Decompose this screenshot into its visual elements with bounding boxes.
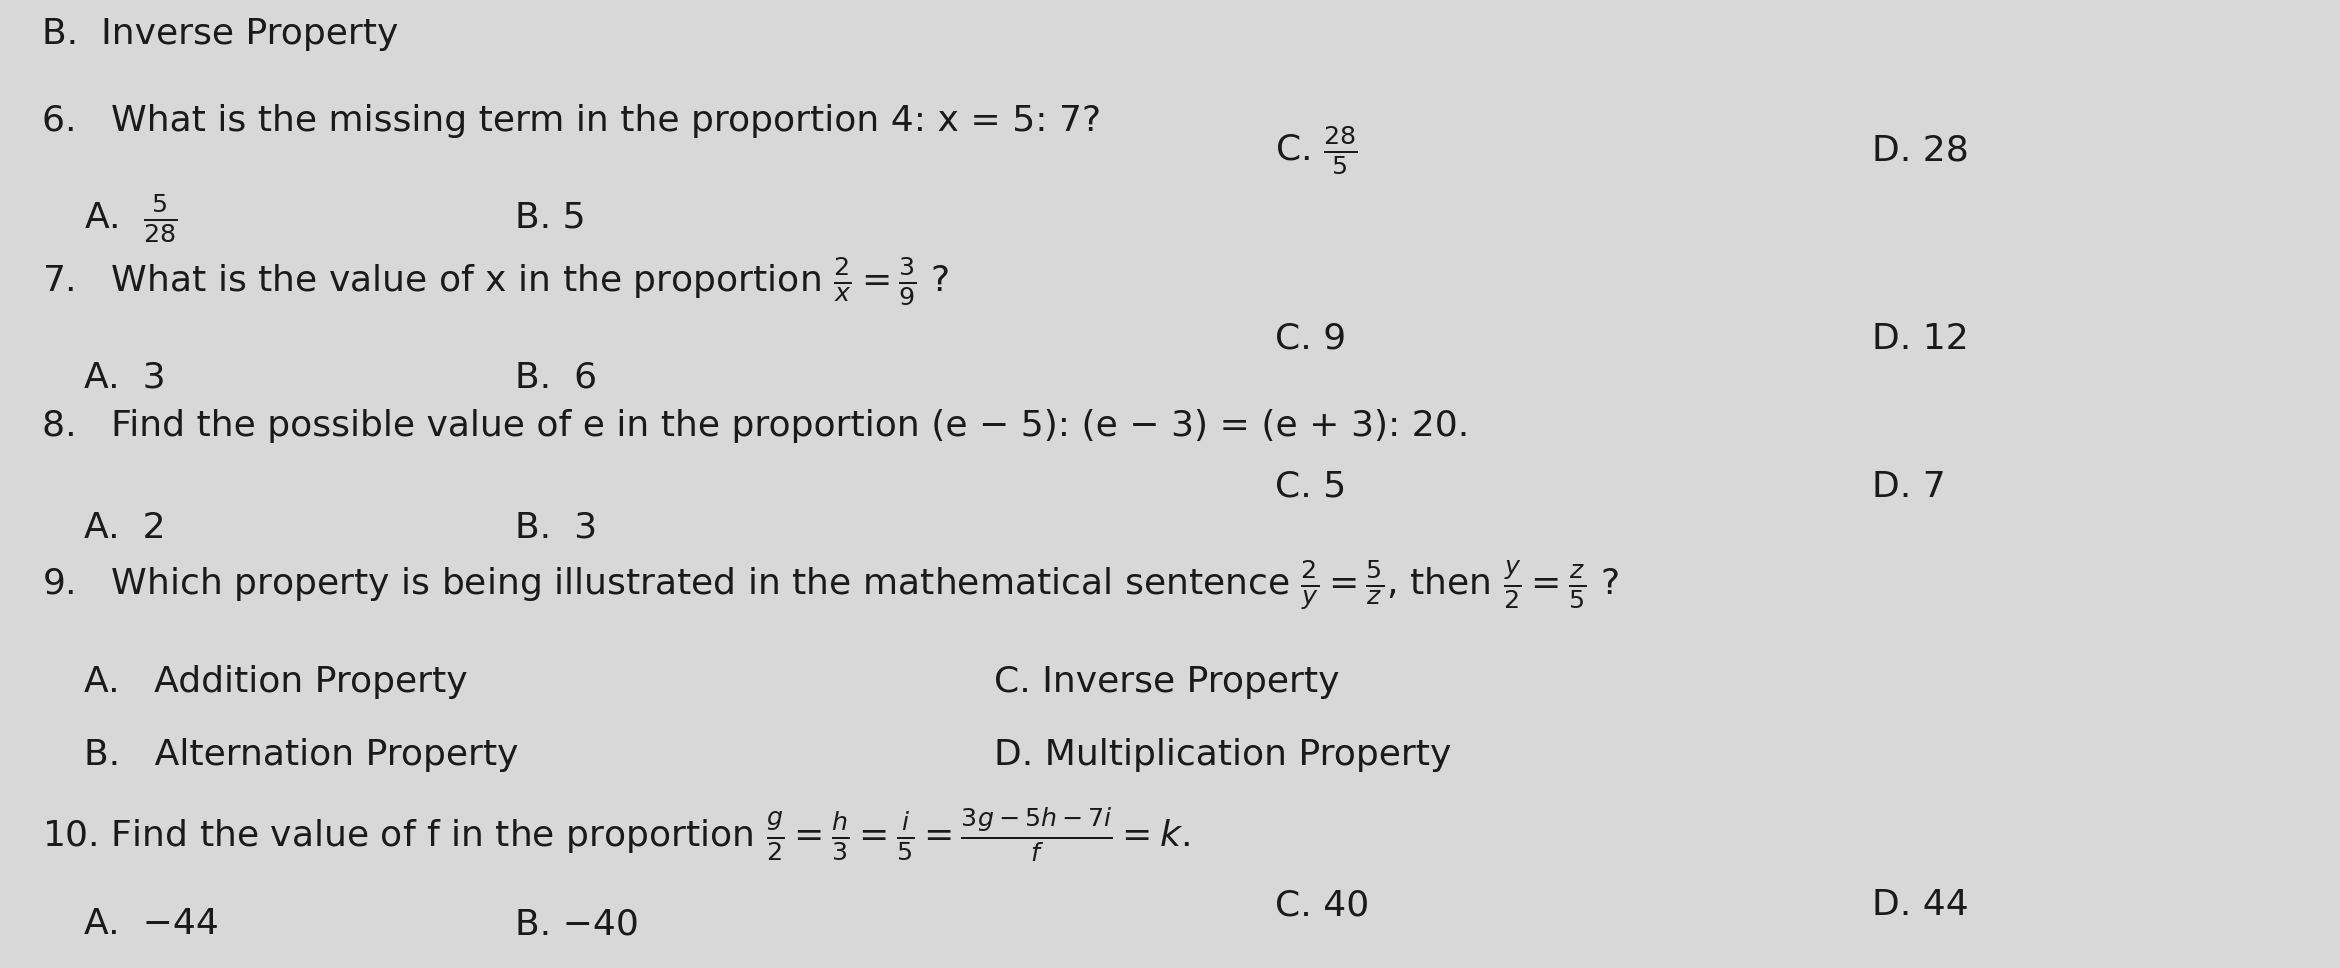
Text: B.  6: B. 6 xyxy=(515,360,597,395)
Text: 9.   Which property is being illustrated in the mathematical sentence $\frac{2}{: 9. Which property is being illustrated i… xyxy=(42,559,1619,613)
Text: A.  2: A. 2 xyxy=(84,510,166,545)
Text: D. Multiplication Property: D. Multiplication Property xyxy=(994,738,1451,772)
Text: 8.   Find the possible value of e in the proportion (e − 5): (e − 3) = (e + 3): : 8. Find the possible value of e in the p… xyxy=(42,408,1470,443)
Text: D. 12: D. 12 xyxy=(1872,321,1968,356)
Text: C. Inverse Property: C. Inverse Property xyxy=(994,665,1341,700)
Text: C. $\frac{28}{5}$: C. $\frac{28}{5}$ xyxy=(1275,124,1357,176)
Text: B. −40: B. −40 xyxy=(515,907,639,942)
Text: B.  3: B. 3 xyxy=(515,510,597,545)
Text: C. 5: C. 5 xyxy=(1275,469,1346,504)
Text: D. 28: D. 28 xyxy=(1872,133,1968,167)
Text: A.   Addition Property: A. Addition Property xyxy=(84,665,468,700)
Text: B.   Alternation Property: B. Alternation Property xyxy=(84,738,519,772)
Text: B. 5: B. 5 xyxy=(515,200,585,235)
Text: B.  Inverse Property: B. Inverse Property xyxy=(42,16,398,51)
Text: 7.   What is the value of x in the proportion $\frac{2}{x} = \frac{3}{9}$ ?: 7. What is the value of x in the proport… xyxy=(42,255,950,307)
Text: 10. Find the value of f in the proportion $\frac{g}{2} = \frac{h}{3} = \frac{i}{: 10. Find the value of f in the proportio… xyxy=(42,805,1191,863)
Text: D. 7: D. 7 xyxy=(1872,469,1947,504)
Text: A.  −44: A. −44 xyxy=(84,907,220,942)
Text: D. 44: D. 44 xyxy=(1872,888,1968,923)
Text: C. 40: C. 40 xyxy=(1275,888,1369,923)
Text: A.  3: A. 3 xyxy=(84,360,166,395)
Text: C. 9: C. 9 xyxy=(1275,321,1346,356)
Text: A.  $\frac{5}{28}$: A. $\frac{5}{28}$ xyxy=(84,192,178,244)
Text: 6.   What is the missing term in the proportion 4: x = 5: 7?: 6. What is the missing term in the propo… xyxy=(42,104,1102,138)
